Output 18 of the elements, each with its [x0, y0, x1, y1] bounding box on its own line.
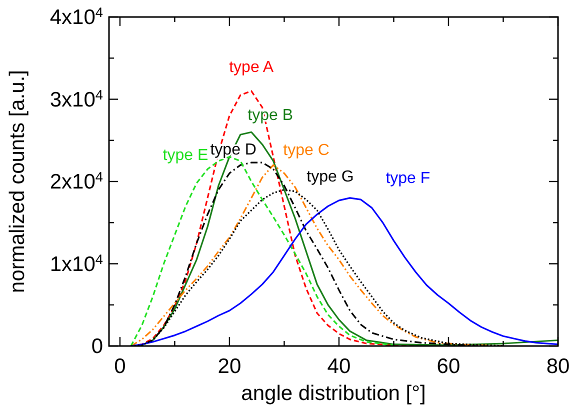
y-tick-label: 2x10$^{4}$ — [50, 169, 104, 194]
series-label: type C — [283, 142, 330, 160]
y-tick-label: 4x10$^{4}$ — [50, 4, 104, 29]
x-tick-label: 40 — [327, 355, 351, 378]
y-tick-label: 1x10$^{4}$ — [50, 251, 104, 276]
x-axis-title: angle distribution [°] — [241, 382, 426, 405]
x-tick-label: 0 — [114, 355, 126, 378]
x-tick-label: 60 — [436, 355, 460, 378]
y-tick-label: 0 — [91, 335, 103, 358]
x-tick-label: 20 — [218, 355, 242, 378]
x-tick-label: 80 — [546, 355, 570, 378]
series-label: type B — [248, 107, 294, 124]
series-label: type A — [229, 59, 274, 76]
series-label: type E — [162, 146, 208, 164]
series-label: type F — [386, 170, 430, 187]
y-axis-title: normalized counts [a.u.] — [6, 70, 29, 293]
y-tick-label: 3x10$^{4}$ — [50, 86, 104, 112]
series-label: type G — [306, 168, 354, 186]
